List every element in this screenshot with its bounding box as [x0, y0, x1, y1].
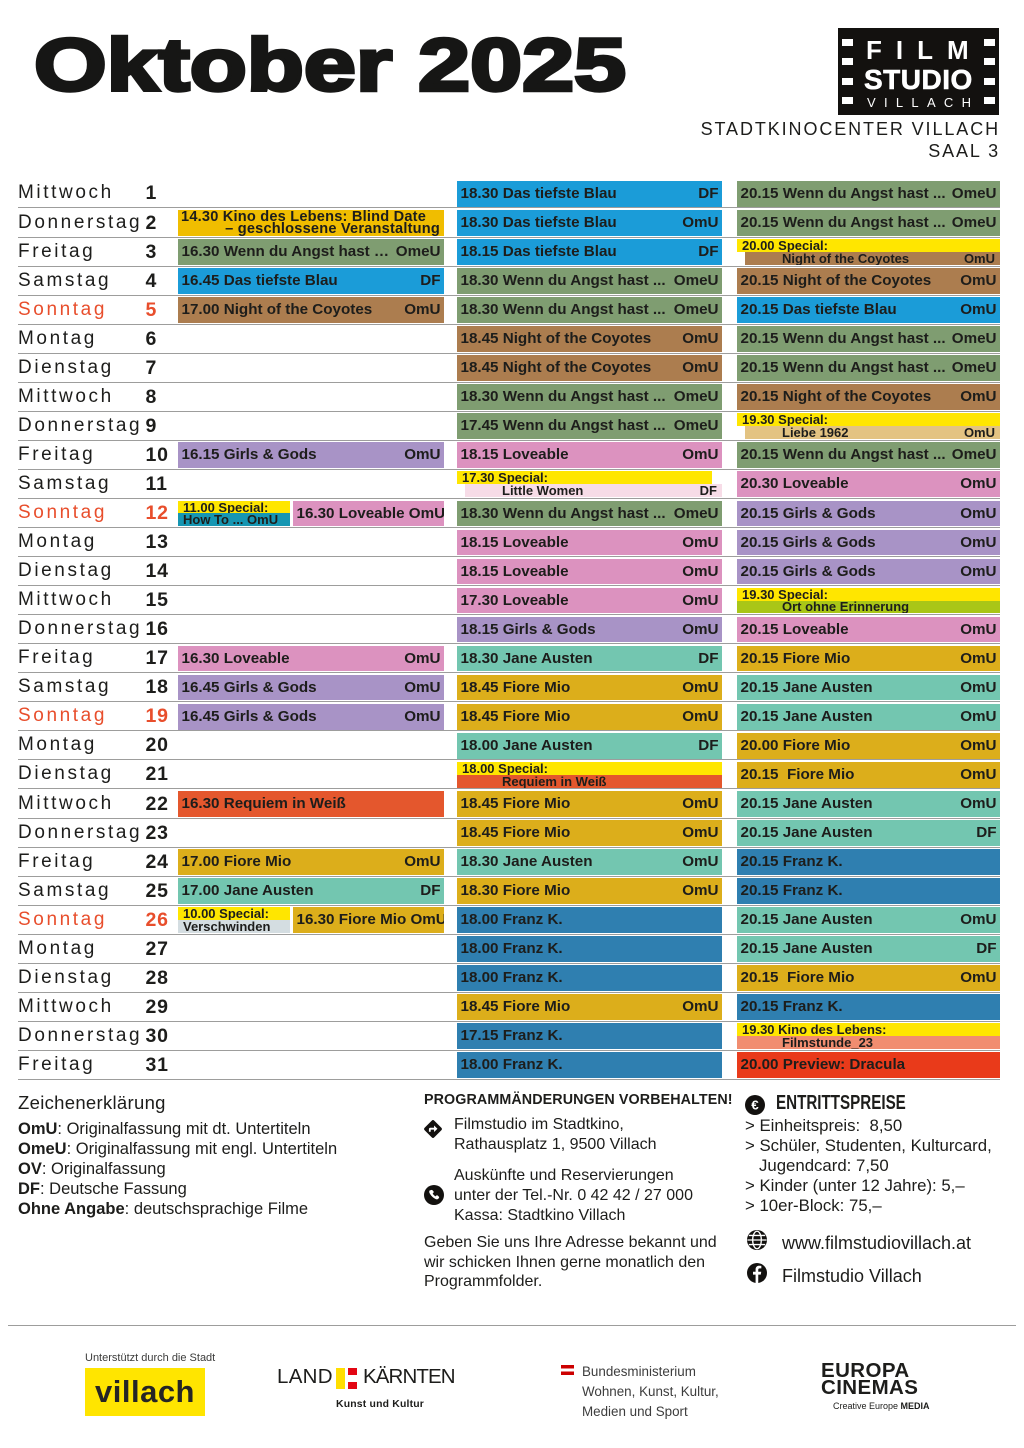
svg-text:€: € — [751, 1098, 759, 1113]
svg-text:Oktober 2025: Oktober 2025 — [34, 24, 626, 107]
